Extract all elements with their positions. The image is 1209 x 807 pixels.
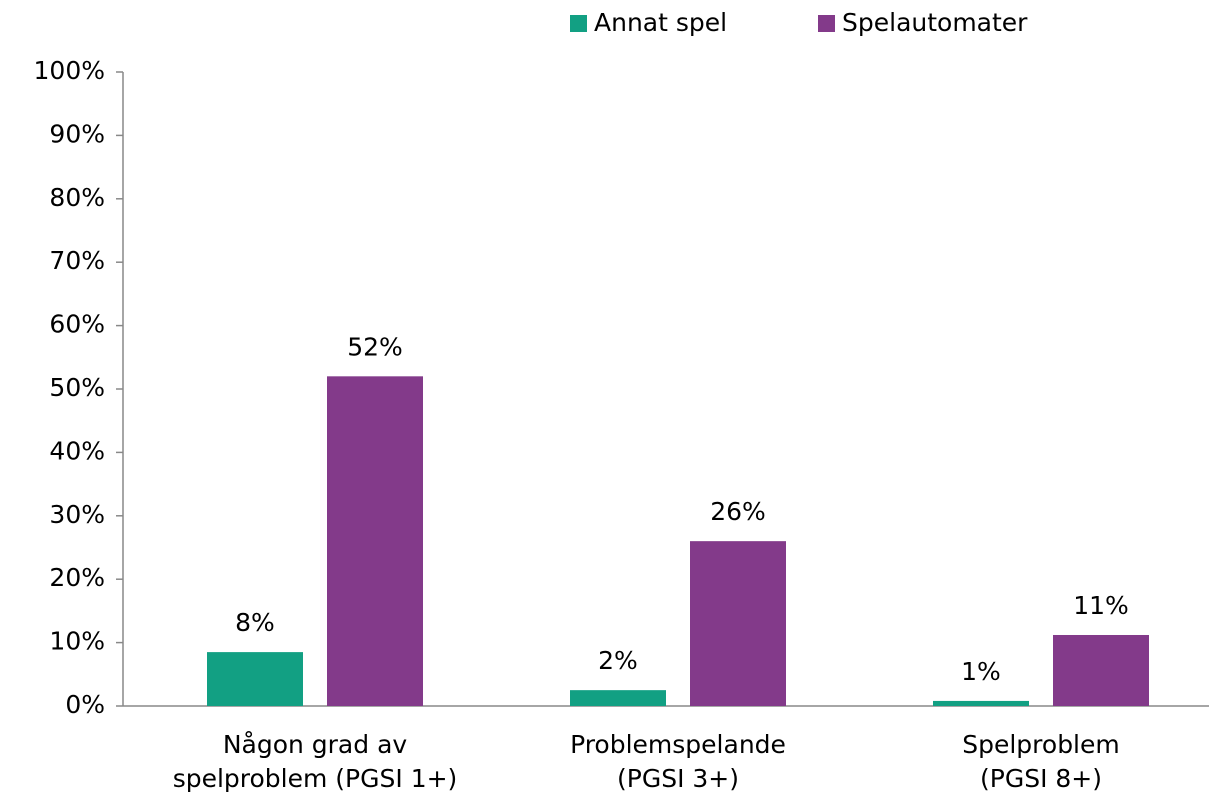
value-label: 1% xyxy=(961,657,1001,686)
value-label: 11% xyxy=(1073,591,1129,620)
y-tick-label: 0% xyxy=(65,690,105,719)
y-tick-label: 100% xyxy=(34,56,105,85)
x-tick-label: Problemspelande (PGSI 3+) xyxy=(570,730,786,793)
bar xyxy=(933,700,1029,706)
y-tick-label: 30% xyxy=(49,500,105,529)
y-tick-label: 20% xyxy=(49,563,105,592)
bar xyxy=(327,376,423,706)
x-tick-label: Spelproblem (PGSI 8+) xyxy=(962,730,1120,793)
bar xyxy=(1053,634,1149,706)
bar xyxy=(570,690,666,706)
value-label: 8% xyxy=(235,608,275,637)
x-tick-label: Någon grad av spelproblem (PGSI 1+) xyxy=(172,730,458,793)
y-tick-label: 40% xyxy=(49,436,105,465)
value-label: 52% xyxy=(347,332,403,361)
value-label: 26% xyxy=(710,497,766,526)
y-tick-label: 10% xyxy=(49,627,105,656)
value-label: 2% xyxy=(598,646,638,675)
bar xyxy=(690,541,786,706)
y-tick-label: 90% xyxy=(49,119,105,148)
legend-swatch xyxy=(570,15,587,32)
y-tick-label: 50% xyxy=(49,373,105,402)
y-tick-label: 80% xyxy=(49,183,105,212)
y-tick-label: 70% xyxy=(49,246,105,275)
legend-swatch xyxy=(818,15,835,32)
y-tick-label: 60% xyxy=(49,310,105,339)
bar xyxy=(207,652,303,706)
legend-label: Spelautomater xyxy=(842,8,1028,37)
legend-label: Annat spel xyxy=(594,8,727,37)
